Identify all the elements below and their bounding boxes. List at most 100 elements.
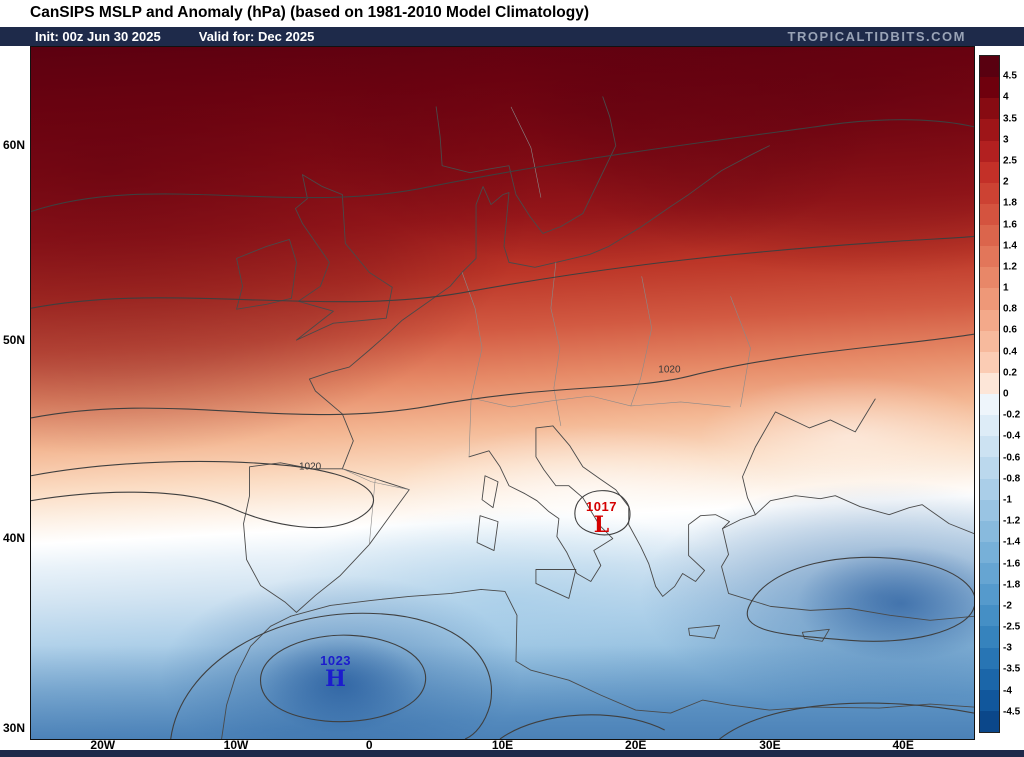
colorbar: 4.5 4 3.5 3 2.5 2 1.8 1.6 1.4 1.2 1 0.8 0.6 0.4 0.2 0 -0… [979, 55, 1024, 733]
colorbar-segment [980, 689, 999, 711]
lat-tick-label: 40N [2, 531, 25, 546]
lon-tick-label: 40E [892, 738, 914, 752]
colorbar-tick-label: 0.8 [1003, 303, 1017, 315]
lon-axis: 20W 10W 0 10E 20E 30E 40E [30, 738, 975, 752]
lon-tick-label: 10E [491, 738, 514, 752]
colorbar-segment [980, 584, 999, 606]
colorbar-segment [980, 436, 999, 458]
colorbar-tick-label: 1.6 [1003, 219, 1017, 230]
pressure-value-label: 1023 [320, 652, 352, 668]
colorbar-tick-label: -1.2 [1003, 515, 1021, 527]
init-time-label: Init: 00z Jun 30 2025 [35, 29, 161, 44]
colorbar-tick-label: 0 [1003, 388, 1009, 400]
lon-tick-label: 10W [223, 738, 249, 752]
colorbar-segment [980, 330, 999, 352]
coastlines [221, 96, 974, 739]
colorbar-segment [980, 563, 999, 585]
colorbar-tick-label: 1.8 [1003, 197, 1017, 209]
colorbar-tick-label: -3.5 [1003, 663, 1021, 675]
lon-tick-label: 20E [625, 738, 647, 752]
lat-tick-label: 60N [2, 138, 25, 153]
colorbar-segment [980, 98, 999, 120]
colorbar-segment [980, 626, 999, 648]
colorbar-segment [980, 56, 999, 78]
lon-tick-label: 20W [90, 738, 116, 752]
colorbar-segment [980, 140, 999, 162]
colorbar-segment [980, 478, 999, 500]
lon-tick-label: 0 [365, 738, 373, 752]
colorbar-tick-label: 1.4 [1003, 240, 1017, 252]
colorbar-tick-label: 0.2 [1003, 367, 1017, 379]
info-bar: Init: 00z Jun 30 2025 Valid for: Dec 202… [0, 27, 1024, 46]
colorbar-segment [980, 668, 999, 690]
colorbar-segment [980, 203, 999, 225]
colorbar-segment [980, 309, 999, 331]
colorbar-segment [980, 182, 999, 204]
colorbar-segment [980, 246, 999, 268]
map-overlays: 1017 L 1023 H 1020 1020 [31, 47, 974, 739]
colorbar-tick-label: -0.2 [1003, 409, 1021, 421]
pressure-symbol: L [593, 511, 610, 538]
lat-axis: 60N 50N 40N 30N [0, 46, 28, 740]
colorbar-segment [980, 605, 999, 627]
colorbar-tick-label: 3 [1003, 134, 1009, 146]
valid-time-label: Valid for: Dec 2025 [198, 29, 315, 44]
lon-tick-label: 30E [759, 738, 781, 752]
colorbar-segment [980, 520, 999, 542]
anomaly-field-shading [31, 47, 974, 739]
colorbar-tick-label: 2.5 [1003, 155, 1017, 167]
colorbar-segment [980, 77, 999, 99]
colorbar-tick-label: -1.6 [1003, 558, 1021, 569]
colorbar-segment [980, 267, 999, 289]
colorbar-tick-label: -0.6 [1003, 452, 1021, 464]
colorbar-tick-label: 3.5 [1003, 113, 1017, 125]
colorbar-segment [980, 351, 999, 373]
colorbar-tick-label: 4.5 [1003, 70, 1017, 82]
colorbar-segment [980, 710, 999, 732]
colorbar-strip [979, 55, 1000, 733]
colorbar-segment [980, 372, 999, 394]
colorbar-segment [980, 288, 999, 310]
colorbar-segment [980, 225, 999, 247]
colorbar-tick-label: -2 [1003, 600, 1012, 612]
colorbar-tick-label: -4.5 [1003, 706, 1021, 718]
colorbar-tick-label: 0.6 [1003, 324, 1017, 336]
colorbar-labels: 4.5 4 3.5 3 2.5 2 1.8 1.6 1.4 1.2 1 0.8 0.6 0.4 0.2 0 -0… [1003, 55, 1024, 733]
colorbar-tick-label: -1 [1003, 494, 1012, 506]
low-pressure-marker: 1017 L [586, 500, 617, 536]
colorbar-segment [980, 499, 999, 521]
colorbar-tick-label: -0.4 [1003, 430, 1021, 442]
lat-tick-label: 30N [2, 721, 25, 736]
colorbar-tick-label: -3 [1003, 642, 1012, 654]
pressure-symbol: H [325, 665, 346, 692]
colorbar-segment [980, 647, 999, 669]
site-watermark: TROPICALTIDBITS.COM [787, 29, 966, 44]
chart-title: CanSIPS MSLP and Anomaly (hPa) (based on… [30, 4, 589, 21]
colorbar-tick-label: -2.5 [1003, 621, 1021, 633]
isobar-value-label: 1020 [658, 364, 681, 376]
isobar-contours [31, 119, 974, 739]
bottom-bar [0, 750, 1024, 757]
country-borders [342, 106, 751, 545]
colorbar-tick-label: -0.8 [1003, 473, 1021, 485]
colorbar-tick-label: -1.8 [1003, 579, 1021, 591]
lat-tick-label: 50N [2, 333, 25, 348]
isobar-value-label: 1020 [299, 461, 322, 473]
colorbar-tick-label: 0.4 [1003, 346, 1017, 358]
colorbar-tick-label: 2 [1003, 176, 1009, 188]
high-pressure-marker: 1023 H [320, 654, 351, 690]
colorbar-segment [980, 394, 999, 416]
map-canvas: 1017 L 1023 H 1020 1020 [30, 46, 975, 740]
pressure-value-label: 1017 [586, 498, 617, 514]
colorbar-tick-label: -4 [1003, 685, 1012, 697]
colorbar-segment [980, 119, 999, 141]
colorbar-tick-label: 1 [1003, 282, 1009, 294]
colorbar-segment [980, 541, 999, 563]
colorbar-segment [980, 161, 999, 183]
europe-map-svg [31, 47, 974, 739]
colorbar-tick-label: 4 [1003, 91, 1009, 103]
colorbar-segment [980, 415, 999, 437]
colorbar-segment [980, 457, 999, 479]
colorbar-tick-label: -1.4 [1003, 536, 1021, 548]
